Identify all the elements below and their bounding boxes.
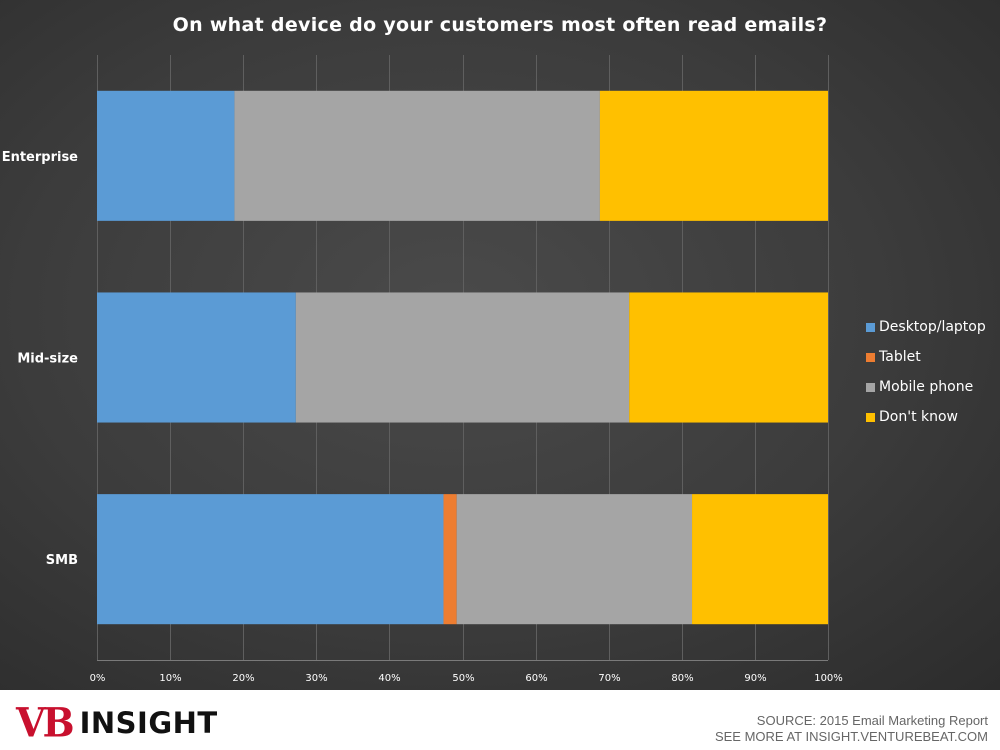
chart-area: 0% 10% 20% 30% 40% 50% 60% 70% 80% 90% 100% Enterpr… [0, 0, 1000, 690]
legend-label-tablet: Tablet [879, 349, 921, 365]
logo-vb-mark: VB [16, 698, 75, 747]
legend-swatch-mobile-phone [866, 382, 875, 392]
logo-insight-text: INSIGHT [79, 706, 218, 740]
legend-label-dont-know: Don't know [879, 409, 959, 425]
source-note: SOURCE: 2015 Email Marketing Report SEE … [715, 713, 988, 745]
x-tick-label: 10% [159, 673, 181, 684]
bar-segment-tablet [443, 494, 457, 625]
legend-swatch-tablet [866, 352, 875, 362]
bar-segment-desktop-laptop [97, 90, 235, 221]
legend-swatch-desktop-laptop [866, 322, 875, 332]
bar-segment-don-t-know [629, 292, 828, 423]
chart-title: On what device do your customers most of… [172, 14, 828, 36]
x-tick-label: 100% [814, 673, 843, 684]
x-tick-label: 0% [90, 673, 106, 684]
bar-segment-desktop-laptop [97, 292, 296, 423]
x-tick-label: 20% [232, 673, 254, 684]
bar-segment-don-t-know [692, 494, 828, 625]
legend-item-dont-know: Don't know [866, 402, 986, 432]
legend-item-desktop-laptop: Desktop/laptop [866, 312, 986, 342]
see-more-line: SEE MORE AT INSIGHT.VENTUREBEAT.COM [714, 729, 988, 744]
vb-insight-logo: VB INSIGHT [16, 698, 218, 747]
legend-label-desktop-laptop: Desktop/laptop [879, 319, 986, 335]
legend-item-tablet: Tablet [866, 342, 986, 372]
category-label: Mid-size [17, 352, 78, 367]
legend-swatch-dont-know [866, 412, 875, 422]
source-line: SOURCE: 2015 Email Marketing Report [756, 713, 988, 728]
footer [0, 690, 1000, 750]
category-label: Enterprise [2, 150, 78, 165]
x-tick-label: 60% [525, 673, 547, 684]
x-tick-label: 90% [744, 673, 766, 684]
x-tick-label: 50% [452, 673, 474, 684]
category-label: SMB [46, 553, 78, 568]
bar-segment-mobile-phone [295, 292, 630, 423]
bar-segment-don-t-know [599, 90, 828, 221]
chart-plot: 0% 10% 20% 30% 40% 50% 60% 70% 80% 90% 100% Enterpr… [2, 55, 843, 684]
x-tick-label: 70% [598, 673, 620, 684]
bar-segment-mobile-phone [456, 494, 693, 625]
chart-legend: Desktop/laptop Tablet Mobile phone Don't… [866, 312, 986, 432]
x-tick-label: 80% [671, 673, 693, 684]
x-tick-label: 30% [305, 673, 327, 684]
bar-segment-desktop-laptop [97, 494, 444, 625]
x-tick-label: 40% [378, 673, 400, 684]
legend-item-mobile-phone: Mobile phone [866, 372, 986, 402]
bar-segment-mobile-phone [234, 90, 600, 221]
legend-label-mobile-phone: Mobile phone [879, 379, 974, 395]
